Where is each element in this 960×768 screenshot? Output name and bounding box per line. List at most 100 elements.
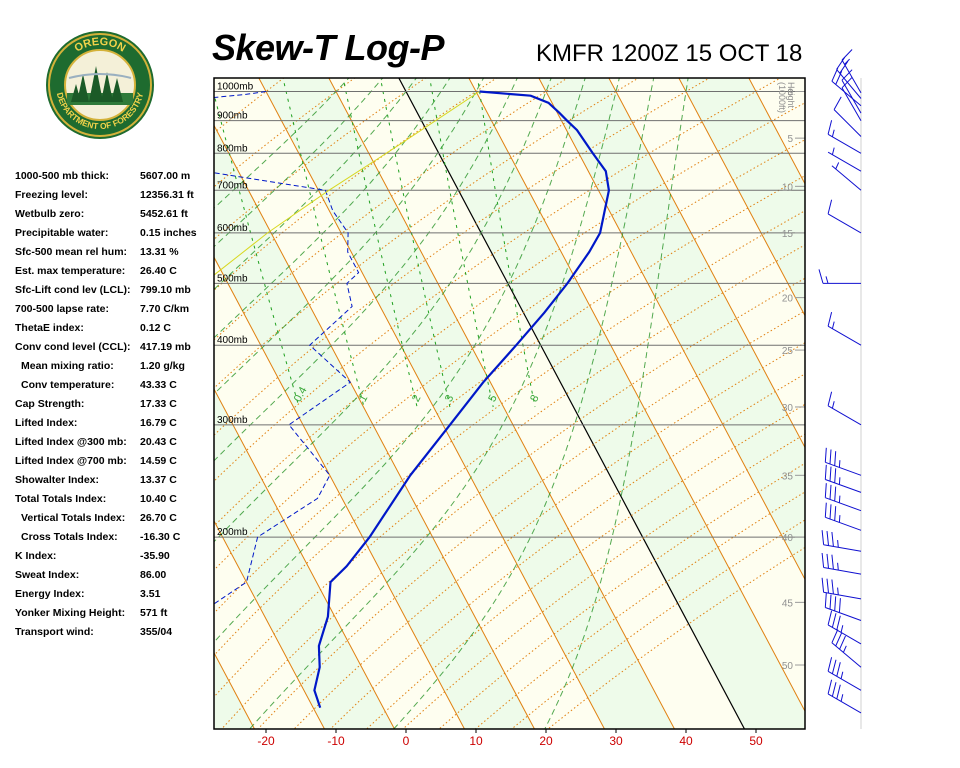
pressure-label: 500mb [217, 273, 248, 284]
height-tick-label: 30 [782, 403, 794, 414]
wind-barb [841, 49, 862, 94]
stat-row: K Index: -35.90 [15, 550, 215, 569]
logo-trees [67, 66, 133, 105]
stat-value: 0.15 inches [140, 227, 197, 239]
wind-barb [827, 199, 862, 234]
stat-value: 26.40 C [140, 265, 177, 277]
wind-barb [821, 552, 862, 575]
stat-row: Cap Strength: 17.33 C [15, 398, 215, 417]
stat-label: Wetbulb zero: [15, 208, 85, 220]
stat-value: 86.00 [140, 569, 167, 581]
isotherm [214, 124, 536, 729]
wind-barb-shape [831, 629, 862, 668]
station-time-label: KMFR 1200Z 15 OCT 18 [536, 40, 803, 67]
x-tick-label: 0 [403, 734, 410, 748]
wind-barb-shape [841, 49, 862, 94]
stat-row: Showalter Index: 13.37 C [15, 474, 215, 493]
wind-barb-shape [821, 552, 862, 575]
wind-barb-shape [824, 464, 862, 493]
wind-barb [827, 147, 862, 172]
wind-barb-shape [827, 199, 862, 234]
dry-adiabat [214, 78, 711, 436]
parcel-path [214, 91, 480, 276]
height-tick-label: 45 [782, 598, 794, 609]
stat-label: Sfc-Lift cond lev (LCL): [15, 284, 131, 296]
chart-title: Skew-T Log-P [212, 27, 445, 68]
x-tick-label: -10 [327, 734, 345, 748]
pressure-label: 300mb [217, 415, 248, 426]
height-tick-label: 15 [782, 229, 794, 240]
height-tick-label: 0 [787, 88, 793, 99]
wind-barb [827, 391, 862, 426]
pressure-label: 900mb [217, 111, 248, 122]
wind-barb-shape [827, 610, 862, 645]
stat-label: Energy Index: [15, 588, 85, 600]
stat-label: Lifted Index: [15, 417, 78, 429]
stat-row: Freezing level: 12356.31 ft [15, 189, 215, 208]
stat-row: Wetbulb zero: 5452.61 ft [15, 208, 215, 227]
stat-value: -35.90 [140, 550, 170, 562]
mixing-ratio-line [379, 78, 451, 408]
wind-barb-shape [827, 391, 862, 426]
moist-adiabat [249, 78, 620, 729]
wind-barb [818, 269, 861, 284]
stat-row: Sfc-Lift cond lev (LCL): 799.10 mb [15, 284, 215, 303]
stat-row: Transport wind: 355/04 [15, 626, 215, 645]
oregon-forestry-logo: OREGON DEPARTMENT OF FORESTRY [46, 31, 154, 139]
stat-value: 571 ft [140, 607, 168, 619]
wind-barb-shape [824, 483, 862, 512]
stat-row: 1000-500 mb thick: 5607.00 m [15, 170, 215, 189]
stat-value: 417.19 mb [140, 341, 191, 353]
wind-barb-shape [818, 269, 861, 284]
stat-label: Conv cond level (CCL): [15, 341, 131, 353]
x-tick-label: 40 [679, 734, 693, 748]
pressure-label: 400mb [217, 335, 248, 346]
stat-label: Sfc-500 mean rel hum: [15, 246, 128, 258]
wind-barb-shape [827, 311, 862, 346]
x-tick-label: 50 [749, 734, 763, 748]
height-tick-label: 10 [782, 182, 794, 193]
wind-barb [824, 483, 862, 512]
stat-row: Precipitable water: 0.15 inches [15, 227, 215, 246]
stat-value: 13.31 % [140, 246, 179, 258]
wind-barb-shape [841, 76, 862, 121]
height-tick-label: 40 [782, 533, 794, 544]
pressure-label: 800mb [217, 143, 248, 154]
pressure-label: 1000mb [217, 82, 254, 93]
stat-label: Total Totals Index: [15, 493, 107, 505]
stat-row: Conv temperature: 43.33 C [15, 379, 215, 398]
stat-value: 0.12 C [140, 322, 171, 334]
isotherm [678, 78, 805, 317]
pressure-label: 700mb [217, 180, 248, 191]
isotherm [468, 78, 805, 713]
wind-barb [827, 311, 862, 346]
svg-text:OREGON: OREGON [73, 36, 128, 55]
stat-label: Yonker Mixing Height: [15, 607, 126, 619]
stat-row: Sweat Index: 86.00 [15, 569, 215, 588]
height-tick-label: 50 [782, 661, 794, 672]
stat-row: Vertical Totals Index: 26.70 C [15, 512, 215, 531]
isotherm [214, 388, 396, 729]
pressure-label: 600mb [217, 223, 248, 234]
wind-barb-shape [821, 530, 862, 552]
wind-barb [824, 447, 862, 476]
temperature-band [398, 78, 805, 729]
stat-value: 355/04 [140, 626, 173, 638]
x-tick-label: -20 [257, 734, 275, 748]
wind-barb [827, 679, 862, 714]
wind-barb [827, 120, 862, 154]
isotherm [214, 519, 326, 729]
pressure-label: 200mb [217, 527, 248, 538]
isotherm [258, 78, 606, 729]
wind-barb [827, 657, 862, 691]
wind-barb-shape [821, 577, 862, 600]
stat-value: 26.70 C [140, 512, 177, 524]
stat-label: Mean mixing ratio: [21, 360, 114, 372]
mixing-ratio-line [342, 78, 418, 408]
stat-row: Yonker Mixing Height: 571 ft [15, 607, 215, 626]
stat-row: Cross Totals Index: -16.30 C [15, 531, 215, 550]
temperature-profile [313, 90, 611, 709]
stat-value: 13.37 C [140, 474, 177, 486]
wind-barb-shape [827, 657, 862, 691]
